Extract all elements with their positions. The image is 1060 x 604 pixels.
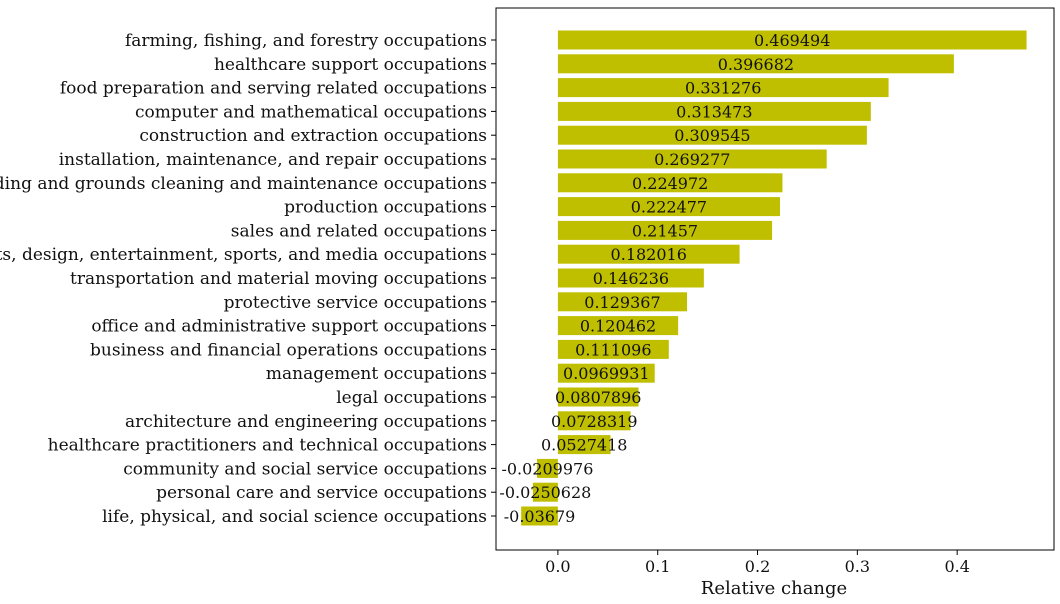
value-label: 0.469494 — [754, 31, 830, 50]
category-label: building and grounds cleaning and mainte… — [0, 174, 487, 194]
category-label: healthcare practitioners and technical o… — [48, 436, 487, 456]
category-label: office and administrative support occupa… — [91, 317, 487, 337]
category-label: business and financial operations occupa… — [90, 340, 487, 360]
category-label: transportation and material moving occup… — [70, 269, 487, 289]
x-tick-label: 0.0 — [545, 557, 570, 576]
bar — [557, 54, 954, 74]
bar — [557, 30, 1027, 50]
bar — [557, 78, 889, 98]
bars-group — [521, 30, 1027, 526]
value-label: 0.146236 — [593, 269, 669, 288]
value-label: 0.269277 — [654, 150, 730, 169]
bar — [557, 435, 611, 455]
value-label: 0.120462 — [580, 317, 656, 336]
value-label: 0.224972 — [632, 174, 708, 193]
x-tick-label: 0.2 — [745, 557, 770, 576]
value-label: -0.03679 — [504, 507, 576, 526]
category-label: computer and mathematical occupations — [135, 102, 487, 122]
value-label: 0.0728319 — [551, 412, 638, 431]
value-label: 0.0807896 — [555, 388, 642, 407]
value-label: 0.0527418 — [541, 436, 628, 455]
bar — [557, 101, 871, 121]
value-label: 0.0969931 — [563, 364, 650, 383]
bar — [532, 482, 558, 502]
category-label: production occupations — [284, 198, 487, 218]
bar — [521, 506, 558, 526]
bar — [557, 173, 783, 193]
category-label: arts, design, entertainment, sports, and… — [0, 245, 487, 265]
bar — [557, 411, 631, 431]
value-label: 0.21457 — [632, 221, 698, 240]
category-label: farming, fishing, and forestry occupatio… — [125, 31, 487, 51]
value-labels: 0.469494 0.396682 0.331276 0.313473 0.309545… — [499, 31, 830, 526]
x-axis-ticks: 0.0 0.1 0.2 0.3 0.4 — [491, 39, 970, 576]
value-label: 0.222477 — [631, 198, 707, 217]
bar — [557, 197, 780, 217]
bar — [536, 458, 558, 478]
bar — [557, 316, 679, 336]
x-tick-label: 0.1 — [645, 557, 670, 576]
category-label: protective service occupations — [224, 293, 487, 313]
category-label: construction and extraction occupations — [139, 126, 487, 146]
category-label: legal occupations — [336, 388, 487, 408]
value-label: 0.309545 — [674, 126, 750, 145]
x-axis-label: Relative change — [701, 578, 847, 599]
bar — [557, 220, 773, 240]
value-label: 0.111096 — [575, 340, 651, 359]
value-label: 0.129367 — [584, 293, 660, 312]
bar — [557, 268, 704, 288]
x-tick-label: 0.4 — [944, 557, 969, 576]
bar — [557, 125, 867, 145]
value-label: -0.0209976 — [501, 459, 593, 478]
bar — [557, 339, 669, 359]
value-label: 0.313473 — [676, 102, 752, 121]
bar — [557, 244, 740, 264]
plot-frame — [495, 7, 1055, 551]
category-label: architecture and engineering occupations — [125, 412, 487, 432]
category-label: installation, maintenance, and repair oc… — [59, 150, 487, 170]
value-label: 0.331276 — [685, 79, 761, 98]
value-label: 0.182016 — [611, 245, 687, 264]
category-label: life, physical, and social science occup… — [102, 507, 487, 527]
x-tick-label: 0.3 — [845, 557, 870, 576]
category-label: personal care and service occupations — [156, 483, 487, 503]
bar — [557, 292, 688, 312]
category-label: community and social service occupations — [123, 459, 487, 479]
value-label: 0.396682 — [718, 55, 794, 74]
bar — [557, 149, 827, 169]
category-label: healthcare support occupations — [214, 55, 487, 75]
bar — [557, 387, 639, 407]
category-label: management occupations — [266, 364, 487, 384]
category-label: food preparation and serving related occ… — [60, 79, 487, 99]
category-labels: farming, fishing, and forestry occupatio… — [0, 31, 487, 527]
bar — [557, 363, 655, 383]
category-label: sales and related occupations — [231, 221, 487, 241]
value-label: -0.0250628 — [499, 483, 591, 502]
